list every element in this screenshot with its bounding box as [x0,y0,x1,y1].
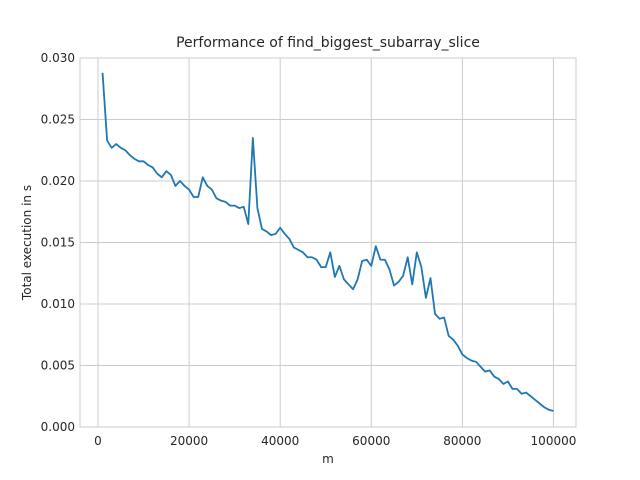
x-axis-label: m [322,452,334,466]
y-axis-label: Total execution in s [20,185,34,301]
x-tick-label: 60000 [352,434,390,448]
series-layer [101,72,554,412]
y-tick-label: 0.000 [41,420,75,434]
y-tick-label: 0.020 [41,174,75,188]
x-tick-label: 80000 [443,434,481,448]
series-line [101,72,554,412]
x-tick-label: 100000 [531,434,577,448]
y-tick-label: 0.005 [41,359,75,373]
y-tick-label: 0.025 [41,113,75,127]
y-axis-ticks: 0.000 0.005 0.010 0.015 0.020 0.025 0.030 [41,51,75,434]
x-tick-label: 20000 [170,434,208,448]
grid [80,57,576,428]
x-axis-ticks: 0 20000 40000 60000 80000 100000 [94,434,576,448]
plot-area-frame [79,57,577,428]
x-tick-label: 0 [94,434,102,448]
y-tick-label: 0.030 [41,51,75,65]
chart-title: Performance of find_biggest_subarray_sli… [176,35,480,51]
y-tick-label: 0.015 [41,236,75,250]
x-tick-label: 40000 [261,434,299,448]
y-tick-label: 0.010 [41,297,75,311]
